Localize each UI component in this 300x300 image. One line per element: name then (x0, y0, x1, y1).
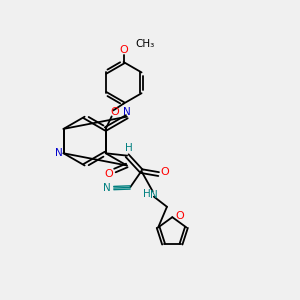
Text: N: N (150, 190, 158, 200)
Text: CH₃: CH₃ (135, 40, 155, 50)
Text: H: H (125, 143, 133, 153)
Text: N: N (55, 148, 62, 158)
Text: O: O (175, 211, 184, 221)
Text: N: N (123, 107, 131, 117)
Text: O: O (111, 107, 119, 117)
Text: H: H (143, 189, 151, 199)
Text: O: O (161, 167, 170, 177)
Text: N: N (103, 183, 111, 193)
Text: O: O (119, 44, 128, 55)
Text: O: O (104, 169, 113, 179)
